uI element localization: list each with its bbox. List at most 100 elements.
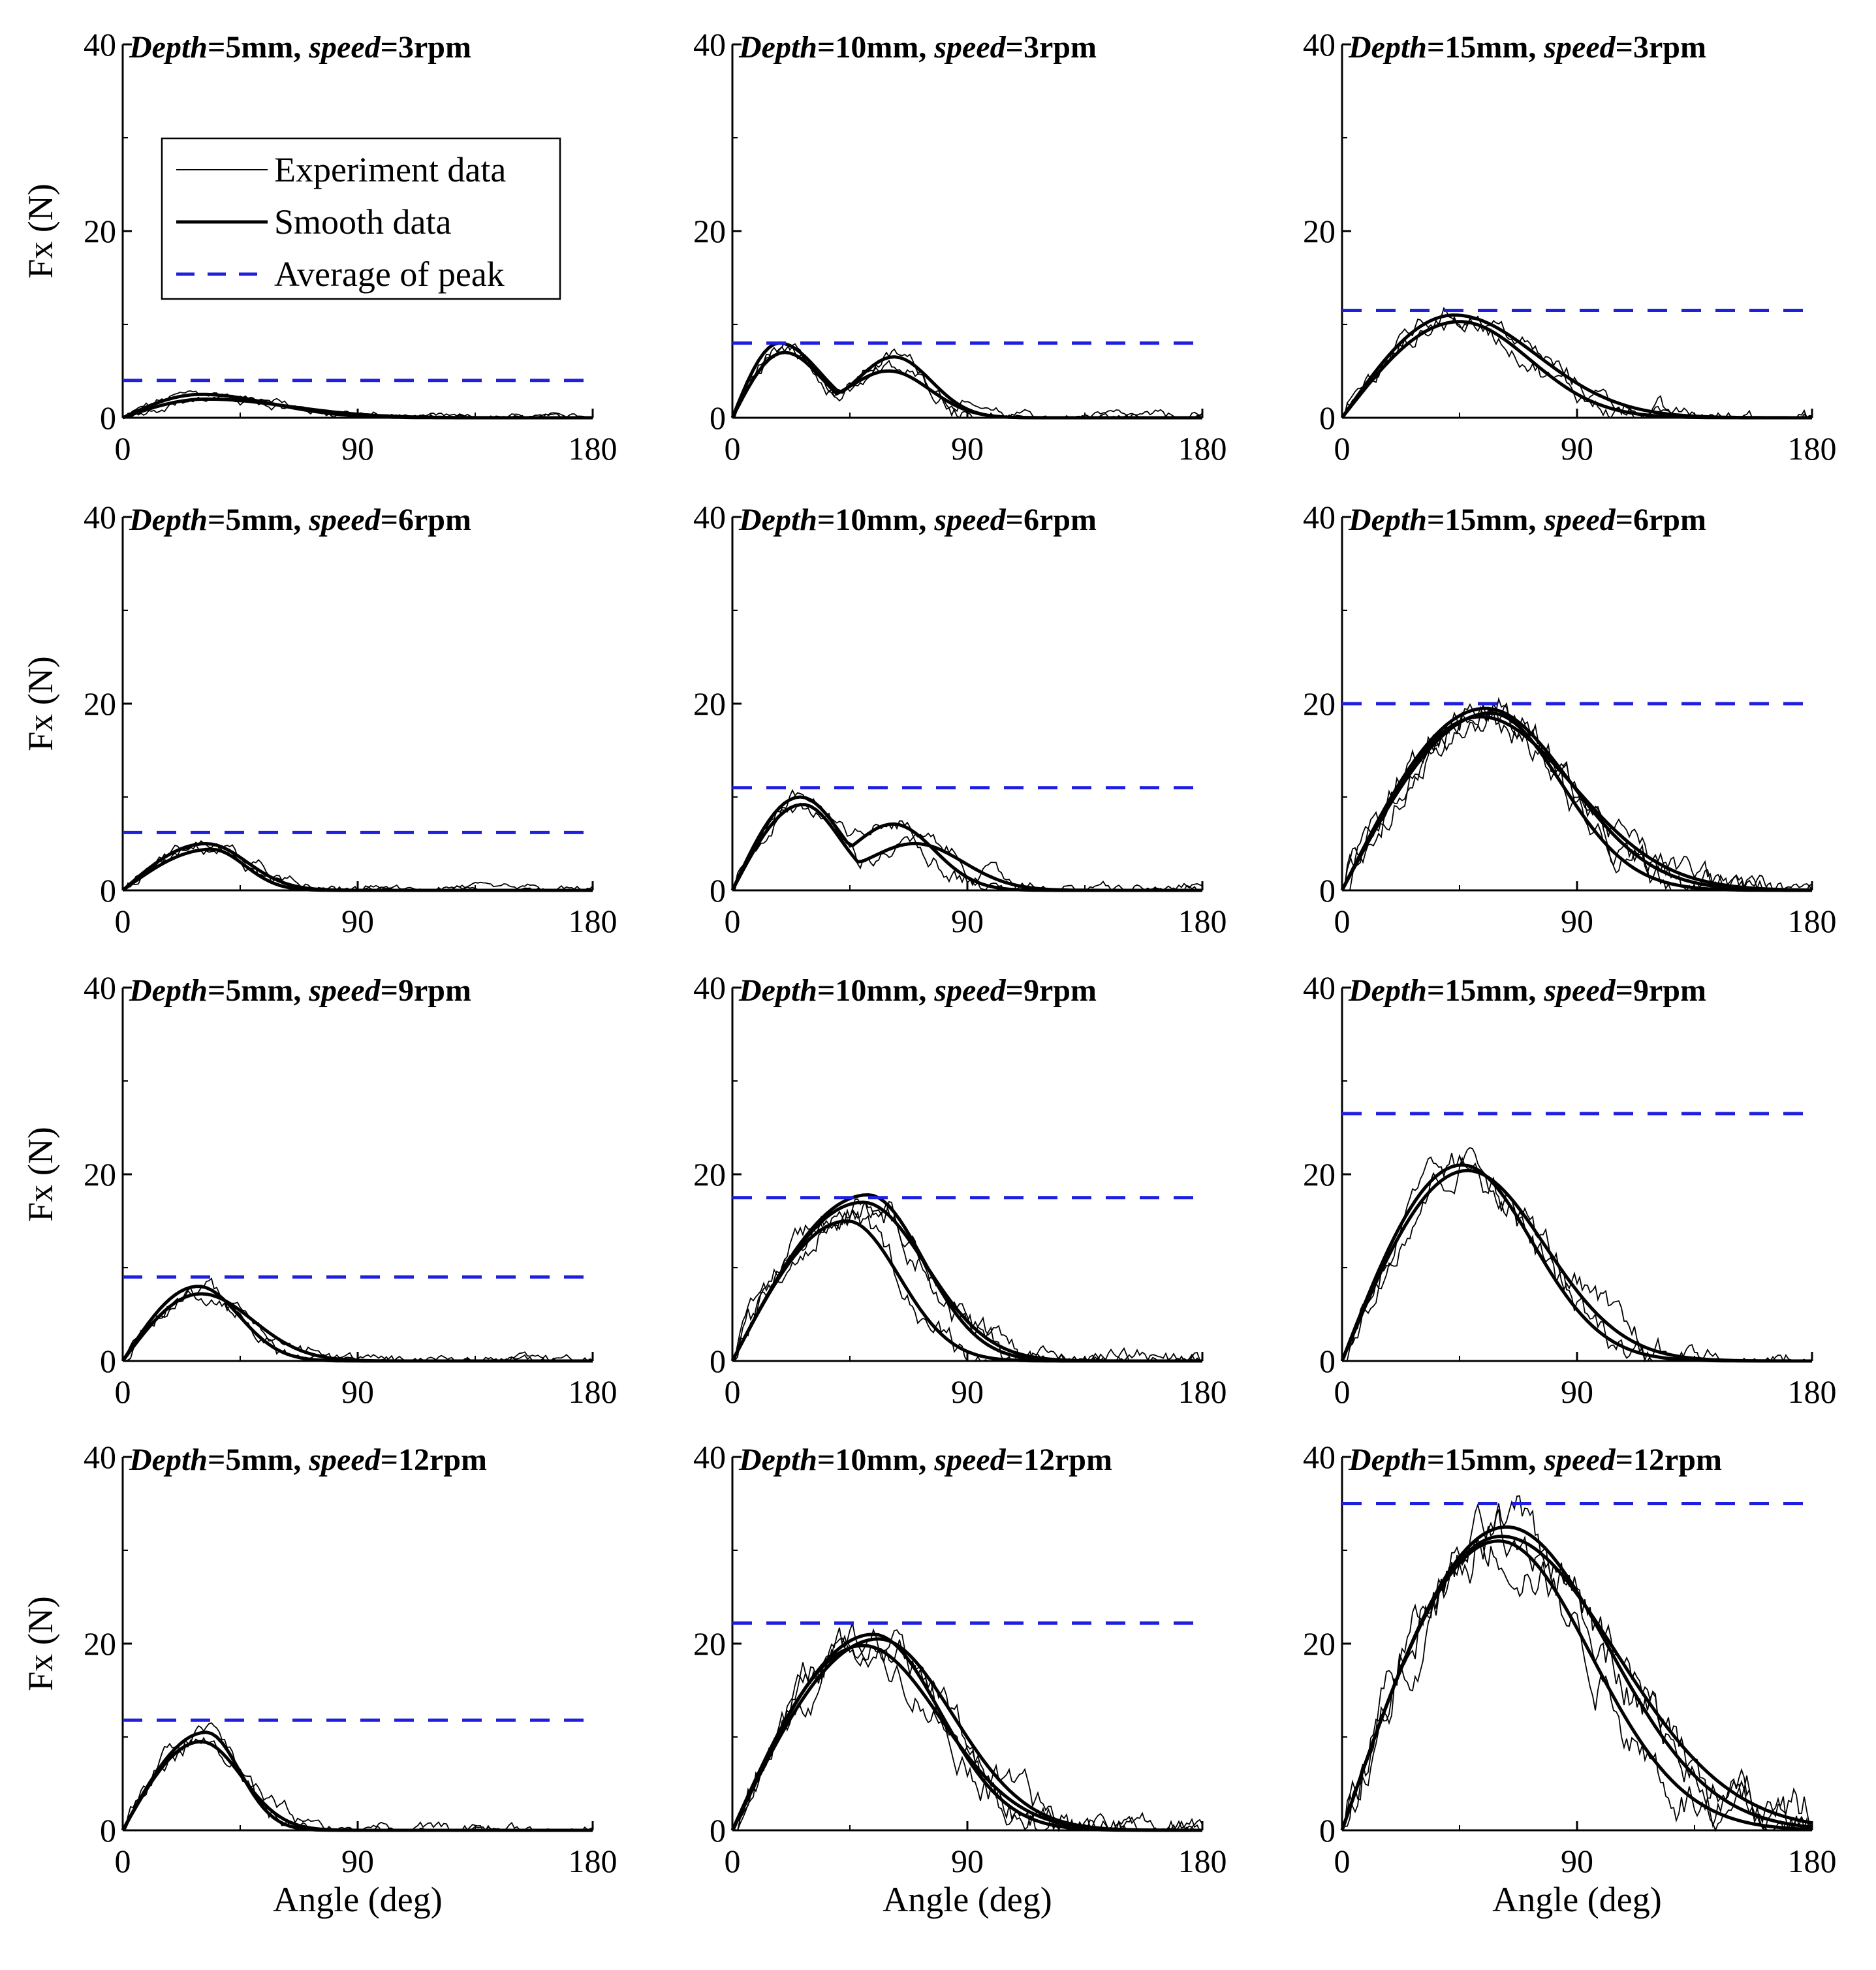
x-tick-label: 90 xyxy=(341,1843,374,1879)
experiment-line xyxy=(732,1627,1202,1832)
x-tick-label: 90 xyxy=(1561,430,1593,467)
smooth-line xyxy=(1340,1535,1813,1831)
smooth-line xyxy=(730,803,1202,892)
experiment-line xyxy=(1341,1495,1813,1832)
panel-title: Depth=5mm, speed=3rpm xyxy=(129,30,471,65)
y-tick-label: 20 xyxy=(1303,685,1336,722)
y-tick-label: 20 xyxy=(1303,1625,1336,1662)
y-tick-label: 20 xyxy=(1303,1156,1336,1193)
x-tick-label: 0 xyxy=(1334,1843,1351,1879)
experiment-line xyxy=(1341,1539,1813,1831)
panel-title: Depth=15mm, speed=9rpm xyxy=(1348,973,1706,1008)
y-tick-label: 0 xyxy=(710,399,726,436)
title-speed-value: =9rpm xyxy=(1616,973,1706,1008)
x-tick-label: 0 xyxy=(725,1373,741,1410)
title-speed-label: speed xyxy=(1543,1443,1616,1477)
title-depth-label: Depth xyxy=(1348,973,1427,1008)
experiment-line xyxy=(1341,702,1813,892)
x-tick-label: 90 xyxy=(341,903,374,939)
y-tick-label: 40 xyxy=(84,1439,116,1475)
y-tick-label: 0 xyxy=(100,1812,116,1849)
legend-label: Smooth data xyxy=(274,202,452,242)
y-tick-label: 0 xyxy=(100,399,116,436)
smooth-line xyxy=(1340,1539,1813,1832)
title-depth-value: =5mm, xyxy=(208,30,309,65)
legend-label: Average of peak xyxy=(274,255,505,294)
title-depth-label: Depth xyxy=(738,30,817,65)
y-tick-label: 20 xyxy=(693,1625,726,1662)
y-axis-title: Fx (N) xyxy=(21,1127,60,1222)
y-tick-label: 20 xyxy=(693,1156,726,1193)
x-tick-label: 90 xyxy=(341,430,374,467)
y-tick-label: 40 xyxy=(84,26,116,63)
y-tick-label: 40 xyxy=(84,969,116,1006)
title-speed-label: speed xyxy=(1543,30,1616,65)
x-tick-label: 90 xyxy=(951,430,984,467)
smooth-line xyxy=(121,1285,593,1363)
y-tick-label: 0 xyxy=(710,872,726,909)
panel-title: Depth=10mm, speed=9rpm xyxy=(738,973,1097,1008)
smooth-line xyxy=(1340,1168,1812,1363)
title-depth-label: Depth xyxy=(129,30,208,65)
x-tick-label: 90 xyxy=(341,1373,374,1410)
x-tick-label: 180 xyxy=(1788,1843,1837,1879)
smooth-line xyxy=(121,1730,593,1832)
legend-label: Experiment data xyxy=(274,150,506,189)
y-tick-label: 20 xyxy=(84,213,116,249)
panel-7: 0 20 40 0 90 180 Fx (N) Depth=5mm, speed=9rpm xyxy=(21,969,618,1410)
x-tick-label: 180 xyxy=(1788,430,1837,467)
x-tick-label: 180 xyxy=(569,1843,618,1879)
panel-10: 0 20 40 0 90 180 Fx (N) Angle (deg) Depth=5mm, s… xyxy=(21,1439,618,1919)
y-tick-label: 0 xyxy=(100,1343,116,1379)
experiment-line xyxy=(1342,710,1812,892)
title-depth-value: =15mm, xyxy=(1427,30,1544,65)
experiment-line xyxy=(1341,696,1813,892)
y-tick-label: 40 xyxy=(693,499,726,535)
panel-6: 0 20 40 0 90 180 Depth=15mm, speed=6rpm xyxy=(1303,499,1837,939)
y-axis-title: Fx (N) xyxy=(21,656,60,751)
legend: Experiment data Smooth data Average of pea… xyxy=(161,137,561,300)
x-tick-label: 90 xyxy=(951,1373,984,1410)
y-tick-label: 0 xyxy=(710,1343,726,1379)
y-tick-label: 0 xyxy=(1319,399,1336,436)
title-depth-label: Depth xyxy=(738,973,817,1008)
smooth-line xyxy=(122,397,593,420)
title-speed-value: =3rpm xyxy=(1616,30,1706,65)
smooth-line xyxy=(121,1292,593,1363)
panel-2: 0 20 40 0 90 180 Depth=10mm, speed=3rpm xyxy=(693,26,1227,467)
panel-title: Depth=15mm, speed=12rpm xyxy=(1348,1443,1722,1477)
y-tick-label: 40 xyxy=(1303,499,1336,535)
title-depth-value: =10mm, xyxy=(817,973,934,1008)
title-speed-value: =12rpm xyxy=(1006,1443,1112,1477)
title-depth-label: Depth xyxy=(129,1443,208,1477)
title-depth-value: =15mm, xyxy=(1427,503,1544,537)
x-tick-label: 0 xyxy=(725,1843,741,1879)
y-tick-label: 20 xyxy=(84,1156,116,1193)
experiment-line xyxy=(732,1208,1203,1362)
title-speed-value: =9rpm xyxy=(381,973,471,1008)
panel-8: 0 20 40 0 90 180 Depth=10mm, speed=9rpm xyxy=(693,969,1227,1410)
title-speed-label: speed xyxy=(933,973,1006,1008)
smooth-line xyxy=(121,847,593,892)
title-depth-label: Depth xyxy=(1348,30,1427,65)
y-tick-label: 0 xyxy=(1319,1812,1336,1849)
y-tick-label: 20 xyxy=(84,685,116,722)
panel-3: 0 20 40 0 90 180 Depth=15mm, speed=3rpm xyxy=(1303,26,1837,467)
x-tick-label: 0 xyxy=(1334,1373,1351,1410)
x-tick-label: 180 xyxy=(1178,1373,1227,1410)
title-speed-label: speed xyxy=(308,1443,381,1477)
panel-title: Depth=15mm, speed=3rpm xyxy=(1348,30,1706,65)
smooth-line xyxy=(730,1637,1202,1832)
x-axis-title: Angle (deg) xyxy=(273,1880,442,1919)
title-depth-value: =5mm, xyxy=(208,503,309,537)
smooth-line xyxy=(730,1200,1202,1363)
experiment-line xyxy=(732,1627,1203,1832)
x-tick-label: 180 xyxy=(569,1373,618,1410)
y-tick-label: 40 xyxy=(693,969,726,1006)
title-depth-value: =5mm, xyxy=(208,973,309,1008)
y-tick-label: 40 xyxy=(693,1439,726,1475)
x-tick-label: 180 xyxy=(569,430,618,467)
panel-4: 0 20 40 0 90 180 Fx (N) Depth=5mm, speed=6rpm xyxy=(21,499,618,939)
smooth-line xyxy=(730,1193,1202,1363)
y-tick-label: 20 xyxy=(693,213,726,249)
